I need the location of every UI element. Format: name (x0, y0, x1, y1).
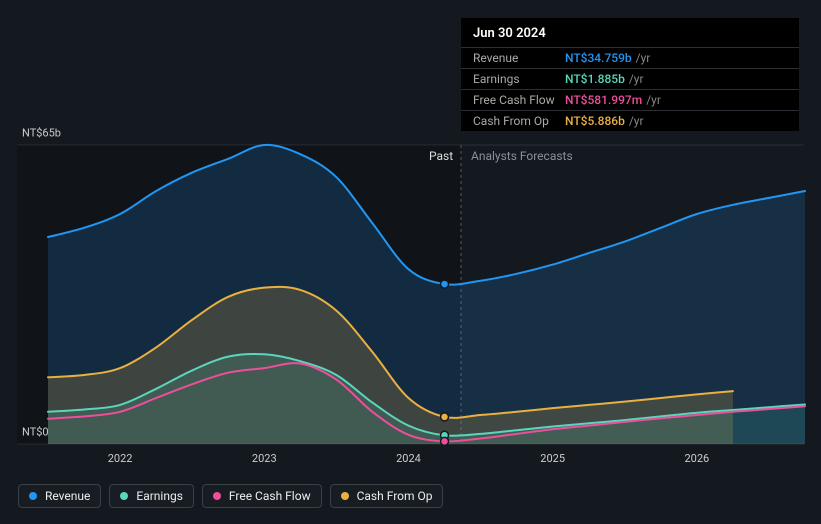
tooltip-row-unit: /yr (646, 93, 661, 107)
tooltip-row-label: Earnings (473, 72, 565, 86)
legend-item-revenue[interactable]: Revenue (18, 484, 101, 508)
legend-item-label: Free Cash Flow (229, 489, 311, 503)
marker-dot-revenue (441, 280, 449, 288)
tooltip-row-unit: /yr (629, 72, 644, 86)
tooltip-row-label: Free Cash Flow (473, 93, 565, 107)
tooltip-row-value: NT$5.886b (565, 114, 625, 128)
legend-item-label: Revenue (45, 489, 90, 503)
marker-dot-cash_from_op (441, 413, 449, 421)
tooltip-row-unit: /yr (636, 51, 651, 65)
tooltip-row: Cash From OpNT$5.886b/yr (461, 110, 799, 131)
tooltip-row-label: Cash From Op (473, 114, 565, 128)
x-axis-label: 2024 (396, 452, 421, 465)
legend-dot-icon (29, 492, 37, 500)
x-axis-label: 2023 (252, 452, 277, 465)
legend-item-free-cash-flow[interactable]: Free Cash Flow (202, 484, 322, 508)
marker-dot-free_cash_flow (441, 437, 449, 445)
tooltip-row-value: NT$1.885b (565, 72, 625, 86)
tooltip-row: Free Cash FlowNT$581.997m/yr (461, 89, 799, 110)
x-axis-label: 2022 (108, 452, 133, 465)
tooltip-row-value: NT$581.997m (565, 93, 642, 107)
legend-dot-icon (213, 492, 221, 500)
legend-item-earnings[interactable]: Earnings (109, 484, 194, 508)
tooltip-row-label: Revenue (473, 51, 565, 65)
legend-dot-icon (120, 492, 128, 500)
y-axis-label: NT$0 (22, 426, 49, 439)
chart-tooltip: Jun 30 2024 RevenueNT$34.759b/yrEarnings… (461, 18, 799, 131)
tooltip-title: Jun 30 2024 (461, 24, 799, 47)
region-label-forecast: Analysts Forecasts (471, 149, 573, 163)
financials-chart: NT$65b NT$0 2022 2023 2024 2025 2026 Past Ana… (0, 0, 821, 524)
legend-dot-icon (341, 492, 349, 500)
tooltip-row: RevenueNT$34.759b/yr (461, 47, 799, 68)
region-label-past: Past (429, 149, 453, 163)
x-axis-label: 2026 (684, 452, 709, 465)
chart-legend: Revenue Earnings Free Cash Flow Cash From O… (18, 484, 443, 508)
legend-item-cash-from-op[interactable]: Cash From Op (330, 484, 444, 508)
tooltip-row-value: NT$34.759b (565, 51, 632, 65)
tooltip-row: EarningsNT$1.885b/yr (461, 68, 799, 89)
y-axis-label: NT$65b (22, 127, 61, 140)
legend-item-label: Earnings (136, 489, 183, 503)
legend-item-label: Cash From Op (357, 489, 433, 503)
tooltip-row-unit: /yr (629, 114, 644, 128)
x-axis-label: 2025 (540, 452, 565, 465)
